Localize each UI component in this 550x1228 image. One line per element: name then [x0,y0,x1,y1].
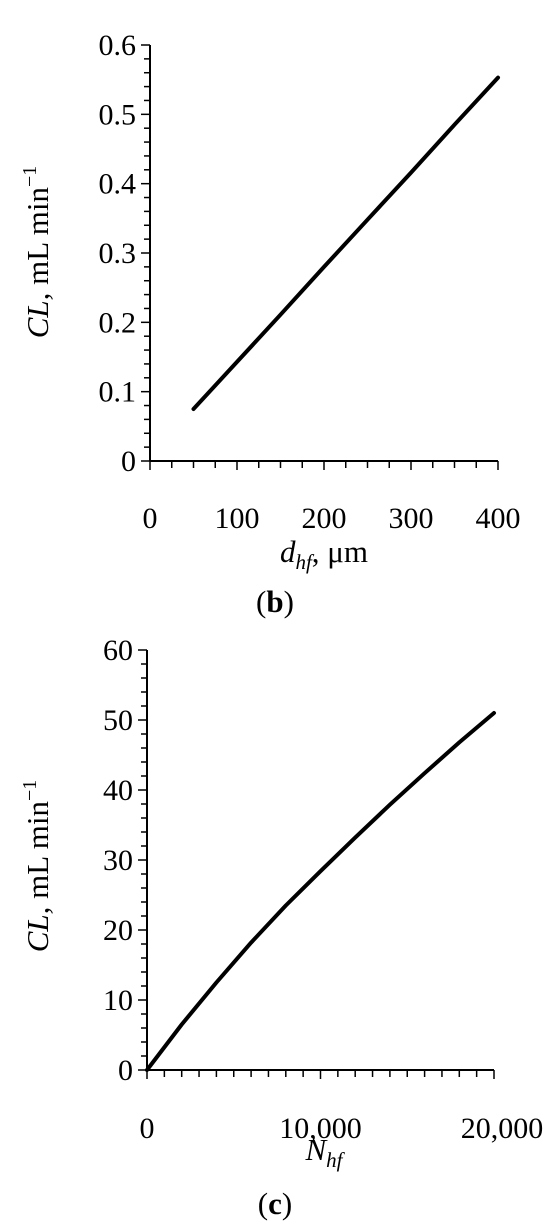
chart-c-xlabel: Nhf [304,1132,345,1172]
y-tick-label: 10 [103,984,133,1017]
chart-c-tick-labels: 0 10 20 30 40 50 60 0 10,000 20,000 [103,634,543,1145]
x-tick-label: 100 [215,502,260,535]
chart-b-xlabel: dhf, μm [280,534,368,574]
chart-panel-b: 0 0.1 0.2 0.3 0.4 0.5 0.6 0 100 200 300 400 CL, mL … [19,29,521,619]
y-tick-label: 0.1 [99,376,137,409]
chart-b-panel-label: (b) [256,584,294,619]
chart-b-axes [141,44,499,470]
chart-c-series [145,711,496,1072]
y-tick-label: 40 [103,774,133,807]
x-tick-label: 200 [302,502,347,535]
x-tick-label: 0 [140,1112,155,1145]
series-line [145,711,496,1072]
chart-c-ylabel: CL, mL min−1 [19,780,55,953]
y-tick-label: 50 [103,704,133,737]
y-tick-label: 0.6 [99,29,137,62]
y-tick-label: 0.2 [99,306,137,339]
x-tick-label: 20,000 [461,1112,544,1145]
y-tick-label: 60 [103,634,133,667]
chart-b-tick-labels: 0 0.1 0.2 0.3 0.4 0.5 0.6 0 100 200 300 400 [99,29,521,535]
chart-b-series [191,75,500,411]
y-tick-label: 0 [121,445,136,478]
y-tick-label: 30 [103,844,133,877]
y-tick-label: 0.4 [99,168,137,201]
chart-c-axes [138,649,495,1079]
y-tick-label: 0 [118,1054,133,1087]
y-tick-label: 0.3 [99,237,137,270]
x-tick-label: 0 [143,502,158,535]
y-tick-label: 0.5 [99,98,137,131]
series-line [191,75,500,411]
x-tick-label: 300 [389,502,434,535]
x-tick-label: 10,000 [279,1112,362,1145]
y-tick-label: 20 [103,914,133,947]
chart-b-ylabel: CL, mL min−1 [19,166,55,339]
chart-c-panel-label: (c) [258,1186,292,1221]
x-tick-label: 400 [476,502,521,535]
